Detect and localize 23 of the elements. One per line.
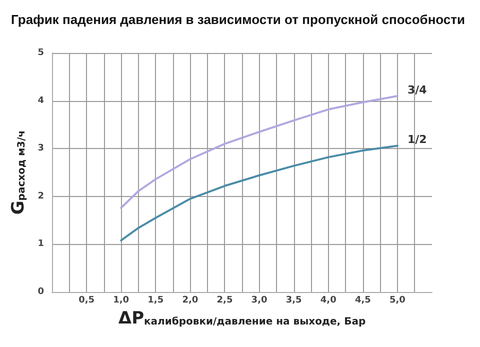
y-tick-label: 5 (38, 48, 44, 58)
line-series (120, 144, 398, 242)
chart-title: График падения давления в зависимости от пропускной способности (11, 12, 466, 27)
x-tick-label: 1,0 (113, 296, 130, 306)
y-tick-label: 3 (38, 144, 44, 154)
series-label: 3/4 (407, 84, 428, 97)
x-tick-label: 2,0 (182, 296, 198, 306)
x-tick-label: 4,0 (320, 296, 336, 306)
line-series (120, 95, 398, 209)
x-tick-label: 2,5 (216, 296, 233, 306)
x-tick-label: 3,0 (251, 296, 268, 306)
x-tick-label: 3,5 (286, 296, 302, 306)
x-tick-label: 4,5 (354, 296, 371, 306)
y-tick-label: 0 (38, 287, 44, 297)
x-tick-label: 0,5 (78, 296, 95, 306)
y-tick-label: 2 (38, 191, 44, 202)
y-tick-label: 4 (38, 96, 44, 106)
y-tick-label: 1 (38, 239, 44, 250)
x-tick-label: 1,5 (148, 296, 164, 306)
x-axis-title: ΔPкалибровки/давление на выходе, Бар (118, 308, 366, 328)
series-label: 1/2 (407, 133, 427, 146)
x-tick-label: 5,0 (389, 296, 406, 306)
y-axis-title: Gрасход м3/ч (8, 130, 28, 215)
